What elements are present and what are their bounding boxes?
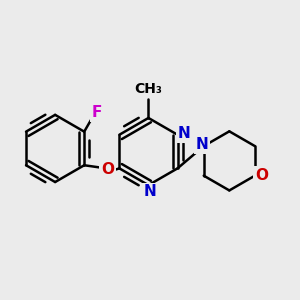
Text: O: O: [101, 162, 114, 177]
Text: CH₃: CH₃: [134, 82, 162, 96]
Text: F: F: [92, 105, 102, 120]
Text: N: N: [196, 137, 208, 152]
Text: O: O: [255, 168, 268, 183]
Text: N: N: [178, 126, 191, 141]
Text: N: N: [144, 184, 156, 200]
